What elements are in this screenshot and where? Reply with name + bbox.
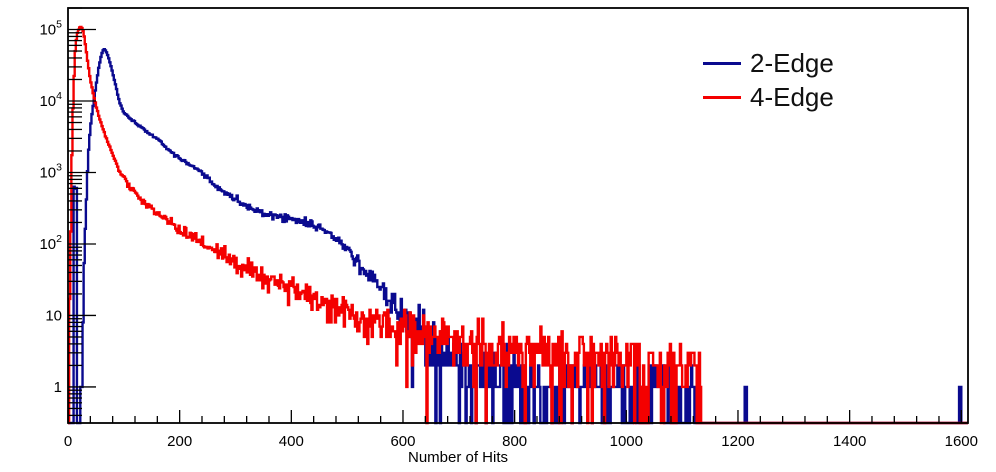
svg-text:102: 102 (39, 233, 62, 253)
x-axis-title: Number of Hits (408, 449, 508, 466)
x-axis-labels: 0 200 400 600 800 1000 1200 1400 1600 (64, 433, 978, 450)
x-axis-ticks (67, 410, 962, 423)
legend-item-4-edge: 4-Edge (703, 80, 834, 114)
y-axis-labels: 1 10 102 103 104 105 (39, 19, 62, 396)
svg-text:103: 103 (39, 161, 62, 181)
legend-item-2-edge: 2-Edge (703, 46, 834, 80)
svg-text:1600: 1600 (945, 433, 978, 450)
svg-text:1: 1 (54, 379, 62, 396)
svg-text:10: 10 (45, 307, 62, 324)
legend-line-4-edge-swatch (703, 95, 741, 99)
svg-text:400: 400 (279, 433, 304, 450)
svg-text:105: 105 (39, 19, 62, 39)
legend-label-2-edge: 2-Edge (750, 48, 834, 78)
plot-frame (67, 7, 969, 424)
svg-text:600: 600 (390, 433, 415, 450)
svg-text:104: 104 (39, 90, 62, 110)
y-axis-ticks (68, 7, 96, 417)
svg-text:200: 200 (167, 433, 192, 450)
legend: 2-Edge 4-Edge (703, 46, 834, 114)
svg-text:800: 800 (502, 433, 527, 450)
svg-text:0: 0 (64, 433, 72, 450)
svg-text:1400: 1400 (833, 433, 866, 450)
legend-line-2-edge-swatch (703, 61, 741, 65)
svg-text:1000: 1000 (610, 433, 643, 450)
svg-text:1200: 1200 (721, 433, 754, 450)
legend-label-4-edge: 4-Edge (750, 82, 834, 112)
